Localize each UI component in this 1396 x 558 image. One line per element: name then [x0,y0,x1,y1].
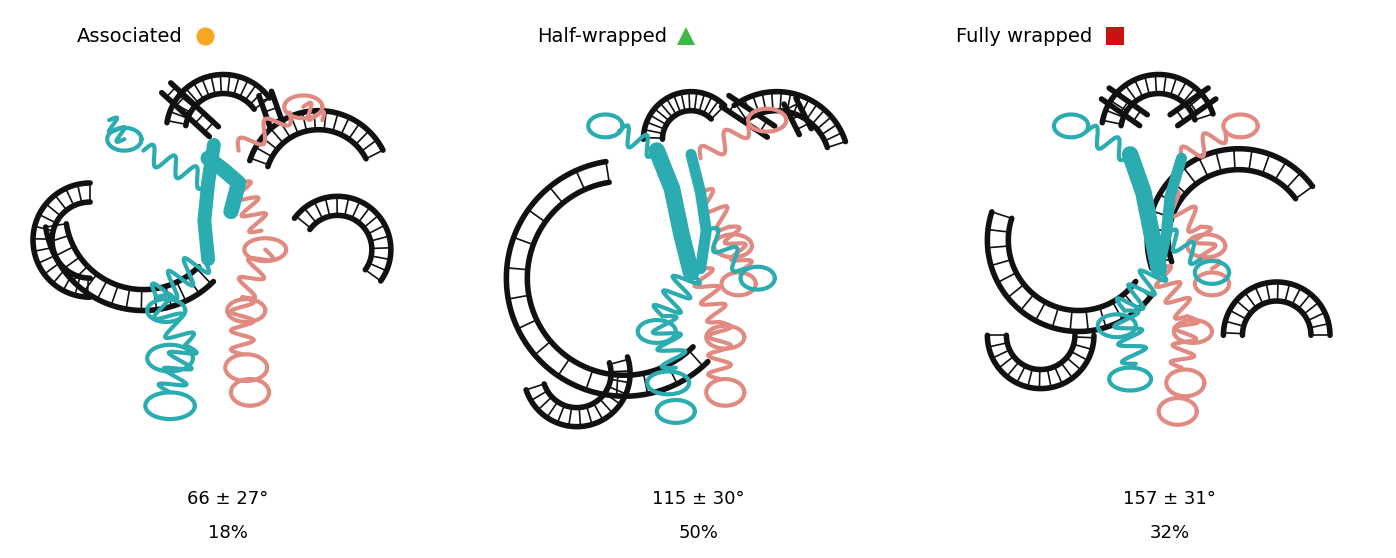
Text: 18%: 18% [208,524,247,542]
Text: 157 ± 31°: 157 ± 31° [1124,490,1216,508]
Text: 50%: 50% [678,524,718,542]
Text: 66 ± 27°: 66 ± 27° [187,490,268,508]
Text: 32%: 32% [1150,524,1189,542]
Text: Associated: Associated [77,27,183,46]
Text: Half-wrapped: Half-wrapped [537,27,667,46]
Text: 115 ± 30°: 115 ± 30° [652,490,744,508]
Text: Fully wrapped: Fully wrapped [956,27,1093,46]
